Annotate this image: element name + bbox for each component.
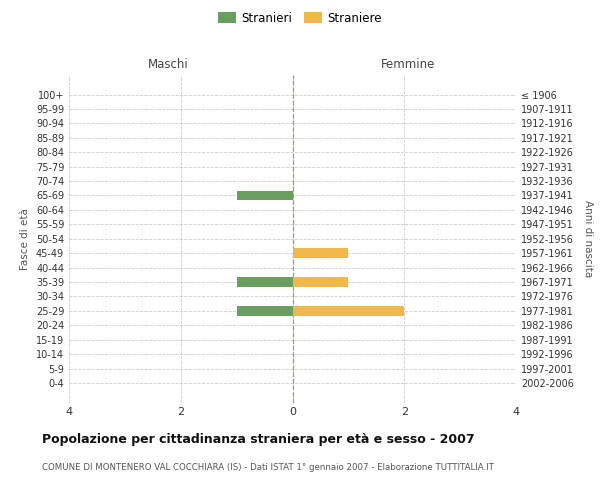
Bar	[293, 278, 349, 286]
Bar	[236, 191, 293, 200]
Bar	[236, 306, 293, 316]
Text: COMUNE DI MONTENERO VAL COCCHIARA (IS) - Dati ISTAT 1° gennaio 2007 - Elaborazio: COMUNE DI MONTENERO VAL COCCHIARA (IS) -…	[42, 462, 494, 471]
Text: Femmine: Femmine	[381, 58, 435, 71]
Bar	[293, 248, 349, 258]
Bar	[236, 278, 293, 286]
Y-axis label: Fasce di età: Fasce di età	[20, 208, 30, 270]
Bar	[293, 306, 404, 316]
Text: Maschi: Maschi	[148, 58, 188, 71]
Legend: Stranieri, Straniere: Stranieri, Straniere	[213, 7, 387, 30]
Y-axis label: Anni di nascita: Anni di nascita	[583, 200, 593, 278]
Text: Popolazione per cittadinanza straniera per età e sesso - 2007: Popolazione per cittadinanza straniera p…	[42, 432, 475, 446]
